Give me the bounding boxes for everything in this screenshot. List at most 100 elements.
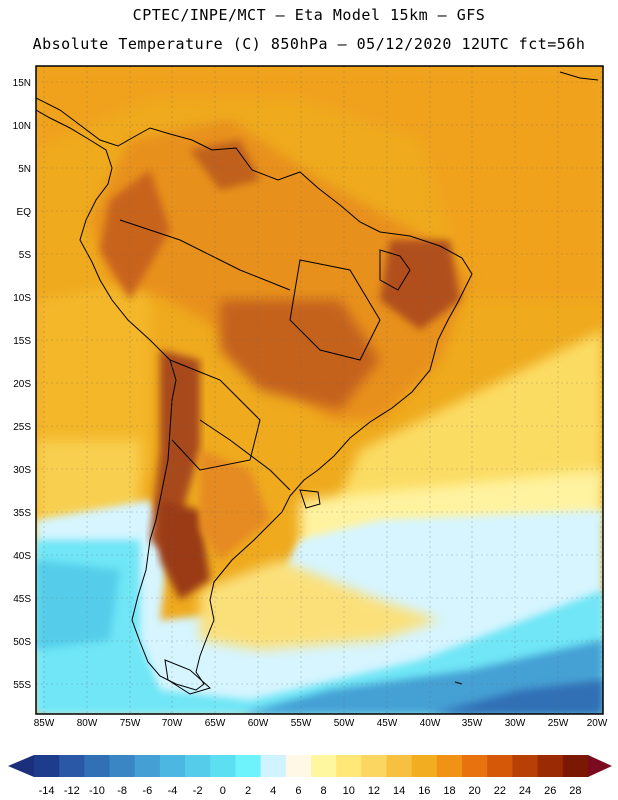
lon-label: 35W [462,718,483,729]
lat-label: 30S [13,465,31,476]
legend-swatch [185,755,211,777]
lat-label: 45S [13,594,31,605]
legend-swatch [361,755,388,777]
field-hot-venezuela [190,140,260,190]
lat-label: 40S [13,551,31,562]
legend-label: 26 [544,785,556,797]
lon-label: 75W [120,718,141,729]
legend-swatch [386,755,413,777]
lon-label: 20W [587,718,608,729]
map-subtitle: Absolute Temperature (C) 850hPa – 05/12/… [32,35,586,53]
legend-label: -4 [168,785,178,797]
falkland-islands [454,681,463,685]
legend-swatch [336,755,362,777]
tierra-del-fuego [164,659,211,695]
field-patagonia-tongue [200,560,440,650]
lat-label: EQ [17,207,32,218]
lat-label: 55S [13,680,31,691]
grid-lines [36,66,603,714]
longitude-labels: 85W 80W 75W 70W 65W 60W 55W 50W 45W 40W … [34,718,608,729]
temperature-field [36,66,603,714]
legend-label: 0 [220,785,226,797]
field-cyan [36,540,603,714]
legend-swatch [537,755,564,777]
field-hot-northeast-brazil [380,240,460,330]
legend-label: 28 [569,785,581,797]
color-legend: -14 -12 -10 -8 -6 -4 -2 0 2 4 6 8 10 12 14 16 18 20 22 24 26… [8,755,612,797]
legend-label: 20 [469,785,481,797]
legend-label: -8 [117,785,127,797]
caribbean-islands [559,71,599,81]
lat-label: 10S [13,293,31,304]
legend-swatch [512,755,539,777]
state-borders-ne [379,249,411,291]
legend-swatch [34,755,60,777]
latitude-labels: 15N 10N 5N EQ 5S 10S 15S 20S 25S 30S 35S… [13,78,32,691]
legend-label: 16 [418,785,430,797]
legend-swatch [235,755,262,777]
legend-label: 6 [295,785,301,797]
legend-swatch [411,755,438,777]
lon-label: 50W [334,718,355,729]
legend-under-arrow [8,755,34,777]
legend-labels: -14 -12 -10 -8 -6 -4 -2 0 2 4 6 8 10 12 14 16 18 20 22 24 26… [39,785,582,797]
legend-label: 24 [519,785,531,797]
legend-label: 4 [270,785,276,797]
lon-label: 70W [162,718,183,729]
legend-label: -6 [142,785,152,797]
coastlines [36,71,599,695]
field-north-ocean [36,66,603,300]
legend-label: 2 [245,785,251,797]
legend-label: -14 [39,785,55,797]
legend-swatch [210,755,236,777]
lon-label: 80W [77,718,98,729]
legend-swatch [462,755,488,777]
lon-label: 40W [420,718,441,729]
legend-swatch [311,755,337,777]
map-frame [35,65,604,715]
lat-label: 50S [13,637,31,648]
legend-swatch [134,755,161,777]
legend-swatch [260,755,287,777]
lat-label: 15S [13,336,31,347]
map-title: CPTEC/INPE/MCT – Eta Model 15km – GFS [132,6,486,24]
legend-label: 12 [368,785,380,797]
legend-swatch [84,755,111,777]
legend-label: 18 [443,785,455,797]
lat-label: 35S [13,508,31,519]
field-hot-central-brazil [220,300,380,410]
lat-label: 5S [19,250,32,261]
legend-swatch [109,755,136,777]
legend-swatch [436,755,463,777]
field-hot-argentina [160,500,210,600]
legend-swatch [285,755,312,777]
lat-label: 5N [18,164,31,175]
lat-label: 10N [13,121,31,132]
lat-label: 20S [13,379,31,390]
legend-swatch [487,755,513,777]
lon-label: 55W [291,718,312,729]
lon-label: 65W [205,718,226,729]
legend-swatch [159,755,186,777]
south-america-coast [36,97,473,691]
lon-label: 25W [548,718,569,729]
lon-label: 45W [377,718,398,729]
legend-label: 14 [393,785,405,797]
field-deep-blue [430,680,603,714]
field-andes-north [100,170,170,300]
legend-label: 8 [321,785,327,797]
field-cyan-pacific [36,560,120,650]
argentina-border [199,419,291,491]
field-atlantic-yellow [330,330,603,520]
lon-label: 30W [505,718,526,729]
country-borders-north [119,219,291,291]
legend-label: 10 [343,785,355,797]
legend-over-arrow [588,755,612,777]
field-warm-pampas [200,450,270,560]
field-land-warm [90,120,470,420]
legend-label: 22 [494,785,506,797]
legend-label: -10 [89,785,105,797]
lat-label: 25S [13,422,31,433]
legend-label: -2 [193,785,203,797]
